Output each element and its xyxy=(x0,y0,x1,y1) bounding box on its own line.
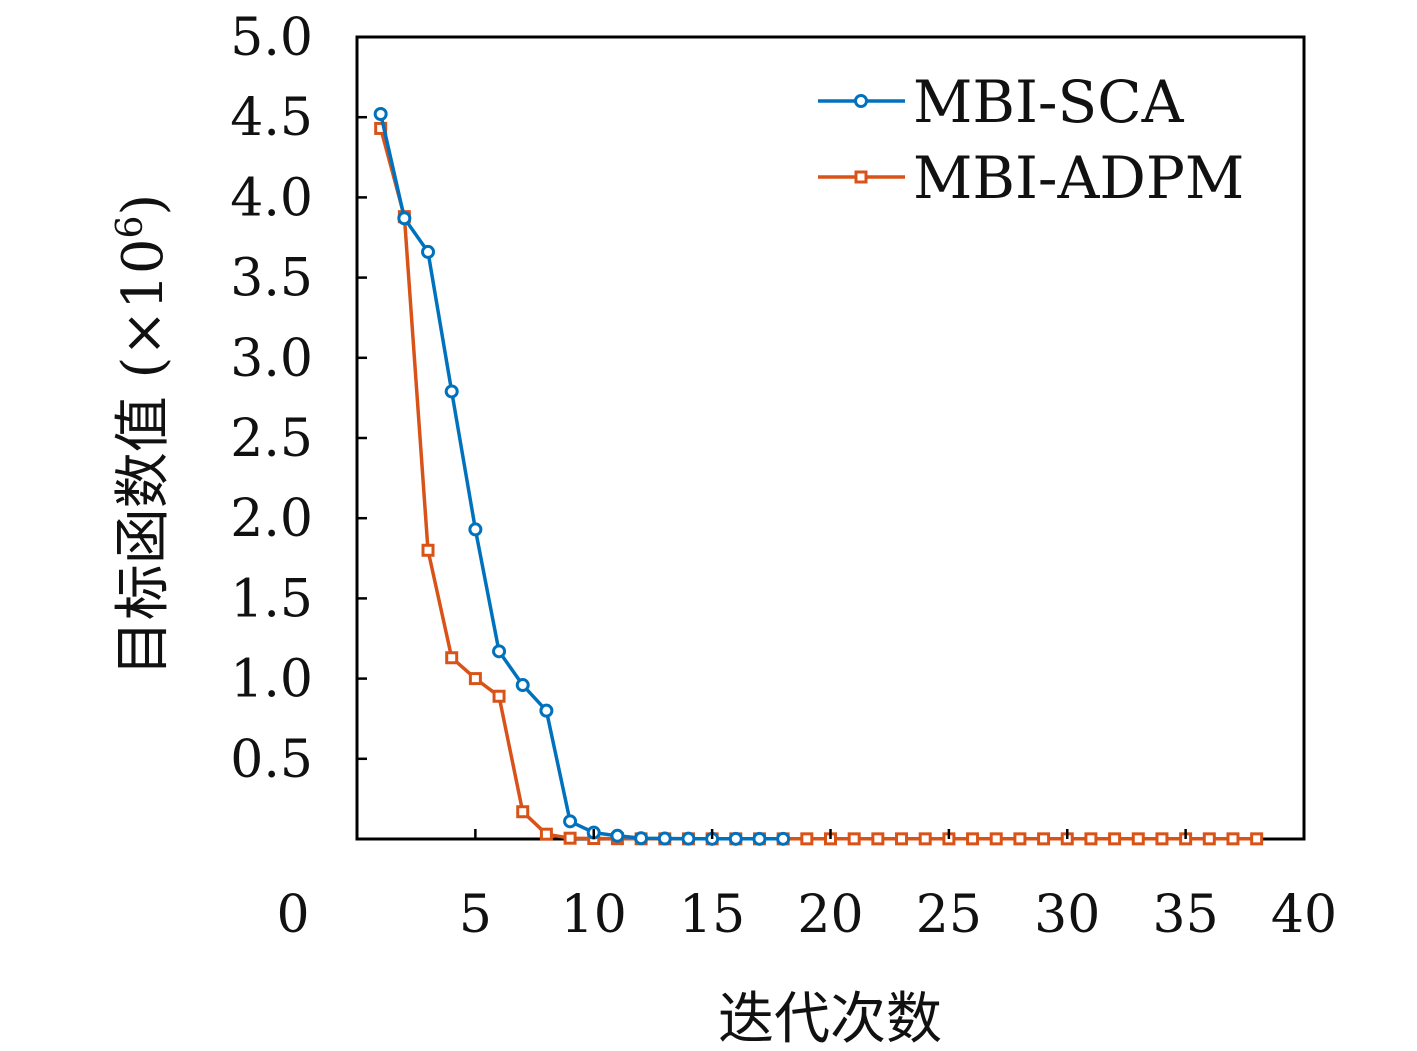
series-mbi-sca xyxy=(373,106,791,846)
data-point xyxy=(515,678,530,693)
x-tick-label: 15 xyxy=(679,885,745,945)
x-tick-label: 30 xyxy=(1034,885,1100,945)
data-point xyxy=(1155,832,1169,846)
data-point xyxy=(516,805,530,819)
data-point xyxy=(373,106,388,121)
legend-label: MBI-ADPM xyxy=(913,144,1244,212)
y-tick-label: 0.5 xyxy=(230,730,313,790)
data-point xyxy=(563,814,578,829)
y-axis-label-main: 目标函数值 (×10 xyxy=(111,238,176,676)
data-point xyxy=(847,832,861,846)
x-tick-label: 40 xyxy=(1271,885,1337,945)
data-point xyxy=(421,543,435,557)
x-tick-label: 35 xyxy=(1153,885,1219,945)
y-tick-label: 3.0 xyxy=(230,329,313,389)
data-point xyxy=(397,211,412,226)
data-point xyxy=(854,94,868,108)
y-tick-label: 2.0 xyxy=(230,489,313,549)
data-point xyxy=(1226,832,1240,846)
legend: MBI-SCA MBI-ADPM xyxy=(818,68,1244,212)
data-point xyxy=(421,244,436,259)
data-point xyxy=(1037,832,1051,846)
data-point xyxy=(444,384,459,399)
data-point xyxy=(539,827,553,841)
data-point xyxy=(657,831,672,846)
legend-item: MBI-ADPM xyxy=(818,144,1244,212)
data-point xyxy=(610,828,625,843)
x-tick-label: 5 xyxy=(459,885,492,945)
data-point xyxy=(989,832,1003,846)
y-tick-label: 5.0 xyxy=(230,8,313,68)
data-point xyxy=(752,831,767,846)
x-tick-label: 10 xyxy=(561,885,627,945)
data-point xyxy=(776,831,791,846)
data-point xyxy=(1084,832,1098,846)
plot-frame xyxy=(355,35,1306,841)
x-tick-label: 20 xyxy=(797,885,863,945)
data-point xyxy=(728,831,743,846)
data-point xyxy=(681,831,696,846)
y-tick-label: 2.5 xyxy=(230,409,313,469)
y-axis-label: 目标函数值 (×106) xyxy=(110,194,176,677)
series-layer xyxy=(373,106,1264,846)
data-point xyxy=(800,832,814,846)
data-point xyxy=(445,651,459,665)
data-point xyxy=(918,832,932,846)
y-axis-label-close: ) xyxy=(111,194,176,216)
x-tick-label: 0 xyxy=(276,885,309,945)
x-tick-label: 25 xyxy=(916,885,982,945)
data-point xyxy=(966,832,980,846)
data-point xyxy=(871,832,885,846)
data-point xyxy=(1202,832,1216,846)
data-point xyxy=(492,689,506,703)
data-point xyxy=(539,703,554,718)
data-point xyxy=(1013,832,1027,846)
axes: 0 5 10 15 20 25 30 35 40 0.5 1.0 1.5 2.0 2.5 3.0 3.5 4.0… xyxy=(110,8,1337,1051)
data-point xyxy=(468,672,482,686)
data-point xyxy=(563,831,577,845)
data-point xyxy=(634,831,649,846)
data-point xyxy=(854,170,868,184)
plot-area xyxy=(355,35,1306,841)
data-point xyxy=(1108,832,1122,846)
legend-label: MBI-SCA xyxy=(913,68,1185,136)
y-tick-label: 3.5 xyxy=(230,249,313,309)
x-axis-label: 迭代次数 xyxy=(718,987,942,1051)
data-point xyxy=(492,644,507,659)
data-point xyxy=(1131,832,1145,846)
legend-item: MBI-SCA xyxy=(818,68,1185,136)
y-axis-label-exponent: 6 xyxy=(110,216,151,239)
y-tick-label: 1.5 xyxy=(230,569,313,629)
data-point xyxy=(1250,832,1264,846)
y-tick-label: 4.0 xyxy=(230,168,313,228)
y-tick-label: 4.5 xyxy=(230,88,313,148)
y-tick-label: 1.0 xyxy=(230,650,313,710)
data-point xyxy=(895,832,909,846)
data-point xyxy=(468,522,483,537)
